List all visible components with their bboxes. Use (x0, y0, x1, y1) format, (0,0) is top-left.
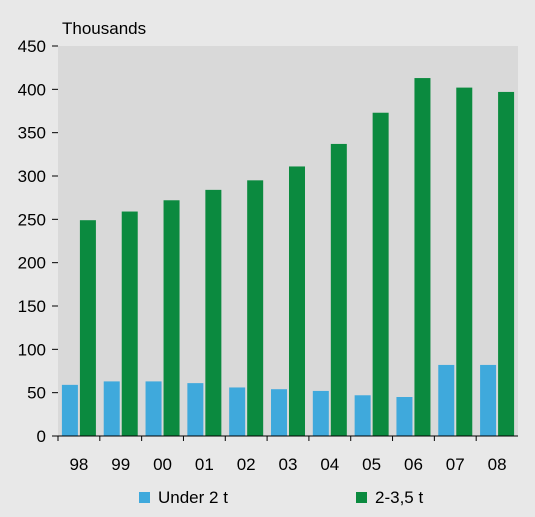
y-tick-label: 200 (18, 254, 46, 273)
bar-2-3-5t-01 (205, 189, 222, 436)
bar-2-3-5t-00 (163, 200, 180, 436)
y-tick-label: 400 (18, 80, 46, 99)
x-tick-label: 07 (446, 455, 465, 474)
bar-2-3-5t-98 (79, 220, 96, 436)
y-tick-label: 450 (18, 37, 46, 56)
legend-label-under-2t: Under 2 t (158, 488, 228, 507)
legend-swatch-under-2t (139, 492, 150, 503)
x-tick-label: 06 (404, 455, 423, 474)
bars (61, 78, 515, 437)
x-tick-label: 01 (195, 455, 214, 474)
bar-2-3-5t-08 (498, 91, 515, 436)
bar-under-2t-05 (354, 395, 371, 436)
bar-under-2t-04 (312, 390, 329, 436)
x-tick-label: 98 (69, 455, 88, 474)
bar-under-2t-01 (187, 383, 204, 436)
legend: Under 2 t 2-3,5 t (139, 488, 423, 507)
bar-2-3-5t-99 (121, 211, 138, 436)
y-tick-label: 50 (27, 384, 46, 403)
y-unit-label: Thousands (62, 19, 146, 38)
bar-2-3-5t-06 (414, 78, 431, 437)
bar-2-3-5t-05 (372, 112, 389, 436)
bar-under-2t-03 (271, 389, 287, 436)
bar-2-3-5t-04 (330, 143, 347, 436)
bar-under-2t-02 (229, 387, 246, 436)
x-tick-label: 04 (320, 455, 339, 474)
x-tick-label: 99 (111, 455, 130, 474)
x-tick-label: 00 (153, 455, 172, 474)
legend-swatch-2-3-5t (356, 492, 367, 503)
bar-2-3-5t-07 (456, 87, 473, 436)
x-tick-label: 08 (488, 455, 507, 474)
y-tick-label: 0 (37, 427, 46, 446)
bar-under-2t-07 (438, 364, 455, 436)
y-tick-label: 250 (18, 210, 46, 229)
bar-2-3-5t-02 (247, 180, 264, 436)
bar-under-2t-08 (480, 364, 497, 436)
x-tick-label: 05 (362, 455, 381, 474)
x-tick-label: 03 (279, 455, 298, 474)
bar-under-2t-99 (103, 381, 120, 436)
bar-under-2t-98 (61, 384, 78, 436)
y-tick-label: 350 (18, 124, 46, 143)
y-tick-label: 150 (18, 297, 46, 316)
legend-label-2-3-5t: 2-3,5 t (375, 488, 423, 507)
x-axis-ticks: 98 99 00 01 02 03 04 05 06 07 08 (57, 436, 507, 474)
y-axis-ticks: 0 50 100 150 200 250 300 350 400 450 (18, 37, 58, 446)
bar-2-3-5t-03 (289, 166, 305, 436)
bar-under-2t-06 (396, 397, 413, 436)
y-tick-label: 300 (18, 167, 46, 186)
bar-under-2t-00 (145, 381, 162, 436)
x-tick-label: 02 (237, 455, 256, 474)
y-tick-label: 100 (18, 340, 46, 359)
